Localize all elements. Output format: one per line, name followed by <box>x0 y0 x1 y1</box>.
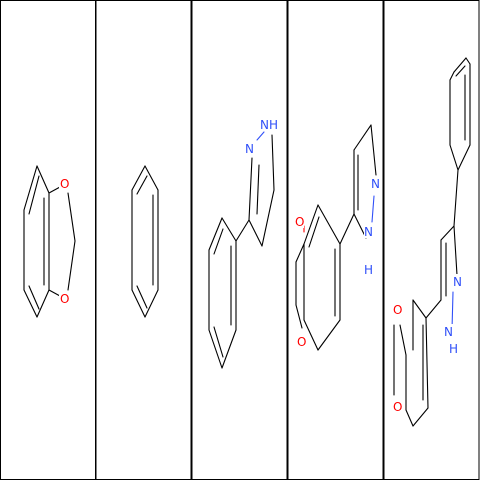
molecule-5-atoms: O O N N H <box>392 274 462 414</box>
molecule-4-bonds <box>295 124 377 351</box>
atom-label: N <box>444 325 453 339</box>
atom-label: O <box>295 215 304 229</box>
molecule-5-bonds <box>393 57 471 427</box>
atom-label: NH <box>260 118 278 132</box>
molecule-4-atoms: O N N H O <box>294 176 381 349</box>
atom-label: H <box>364 263 373 277</box>
atom-label: N <box>245 142 254 156</box>
molecule-1-atoms: O O <box>59 176 69 306</box>
molecule-panel-4: O N N H O <box>294 124 381 351</box>
atom-label: O <box>393 303 402 317</box>
molecule-1-bonds <box>23 165 76 318</box>
molecule-panel-3: N NH <box>208 117 282 369</box>
molecule-3-atoms: N NH <box>244 117 282 156</box>
atom-label: N <box>364 225 373 239</box>
molecule-3-bonds <box>208 131 275 369</box>
molecule-panel-1: O O <box>23 165 76 318</box>
atom-label: O <box>60 177 69 191</box>
atom-label: H <box>449 342 458 356</box>
atom-label: N <box>371 177 380 191</box>
molecule-2-bonds <box>131 165 159 318</box>
atom-label: O <box>297 335 306 349</box>
atom-label: O <box>60 292 69 306</box>
atom-label: O <box>393 400 402 414</box>
molecule-panel-5: O O N N H <box>392 57 471 427</box>
molecule-panel-2 <box>131 165 159 318</box>
atom-label: N <box>453 275 462 289</box>
